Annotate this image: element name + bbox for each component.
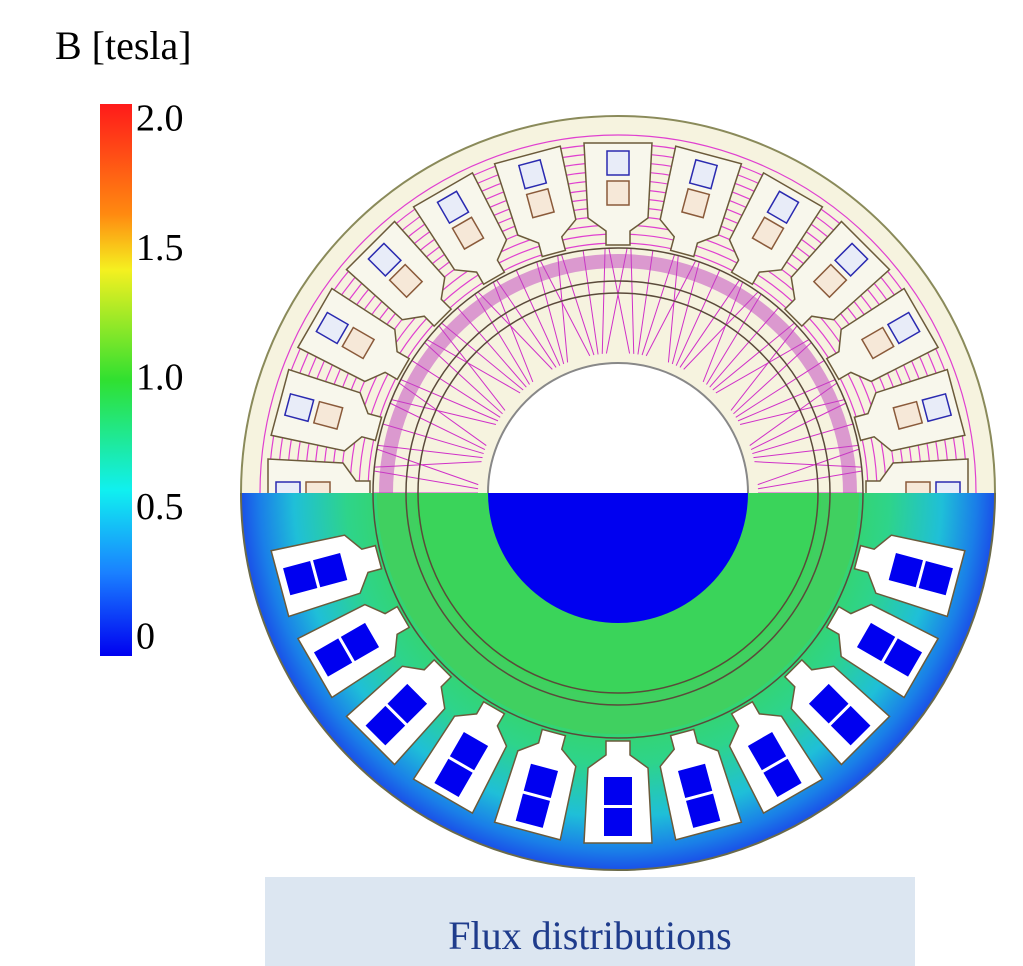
coil bbox=[604, 808, 632, 836]
motor-cross-section bbox=[241, 116, 995, 870]
colorbar-tick-label: 0.5 bbox=[136, 486, 184, 528]
colorbar-title: B [tesla] bbox=[55, 23, 192, 68]
coil bbox=[604, 777, 632, 805]
coil bbox=[607, 151, 629, 175]
coil bbox=[607, 181, 629, 205]
figure: B [tesla] Flux distributions 2.0 1.5 1.0 0.… bbox=[0, 0, 1023, 966]
page: B [tesla] Flux distributions 2.0 1.5 1.0 0.… bbox=[0, 0, 1023, 966]
caption: Flux distributions bbox=[448, 913, 731, 958]
colorbar-tick-label: 1.0 bbox=[136, 357, 184, 399]
colorbar bbox=[100, 104, 132, 656]
colorbar-tick-label: 0 bbox=[136, 616, 155, 658]
colorbar-tick-label: 2.0 bbox=[136, 98, 184, 140]
colorbar-tick-label: 1.5 bbox=[136, 227, 184, 269]
